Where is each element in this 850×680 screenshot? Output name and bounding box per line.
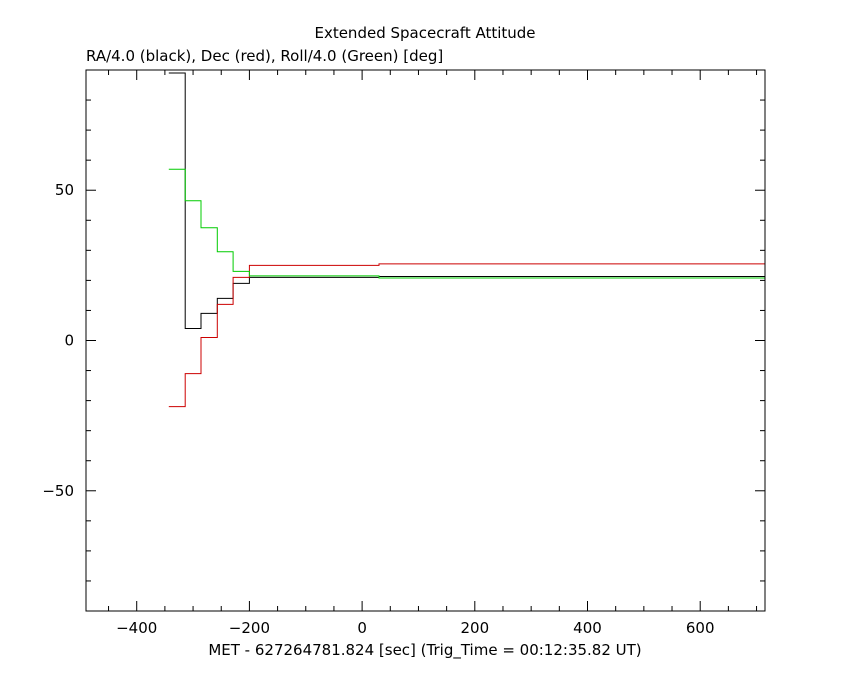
x-tick-label: 400 xyxy=(573,619,602,637)
chart-subtitle: RA/4.0 (black), Dec (red), Roll/4.0 (Gre… xyxy=(86,47,443,65)
x-tick-label: 200 xyxy=(460,619,489,637)
x-tick-label: −200 xyxy=(229,619,270,637)
x-tick-label: −400 xyxy=(116,619,157,637)
chart-title: Extended Spacecraft Attitude xyxy=(314,24,535,42)
series-line-2 xyxy=(168,168,765,279)
series-line-1 xyxy=(168,263,765,408)
x-tick-label: 600 xyxy=(686,619,715,637)
plot-frame xyxy=(85,69,766,612)
y-tick-label: 0 xyxy=(64,332,74,350)
x-axis-label: MET - 627264781.824 [sec] (Trig_Time = 0… xyxy=(208,641,641,660)
y-tick-label: 50 xyxy=(55,181,74,199)
series-line-0 xyxy=(168,72,765,329)
axis-layer: −400 −200 0 200 400 600 −50 0 50 xyxy=(42,70,765,637)
y-tick-label: −50 xyxy=(42,482,74,500)
x-tick-label: 0 xyxy=(357,619,367,637)
series-layer xyxy=(168,72,765,408)
